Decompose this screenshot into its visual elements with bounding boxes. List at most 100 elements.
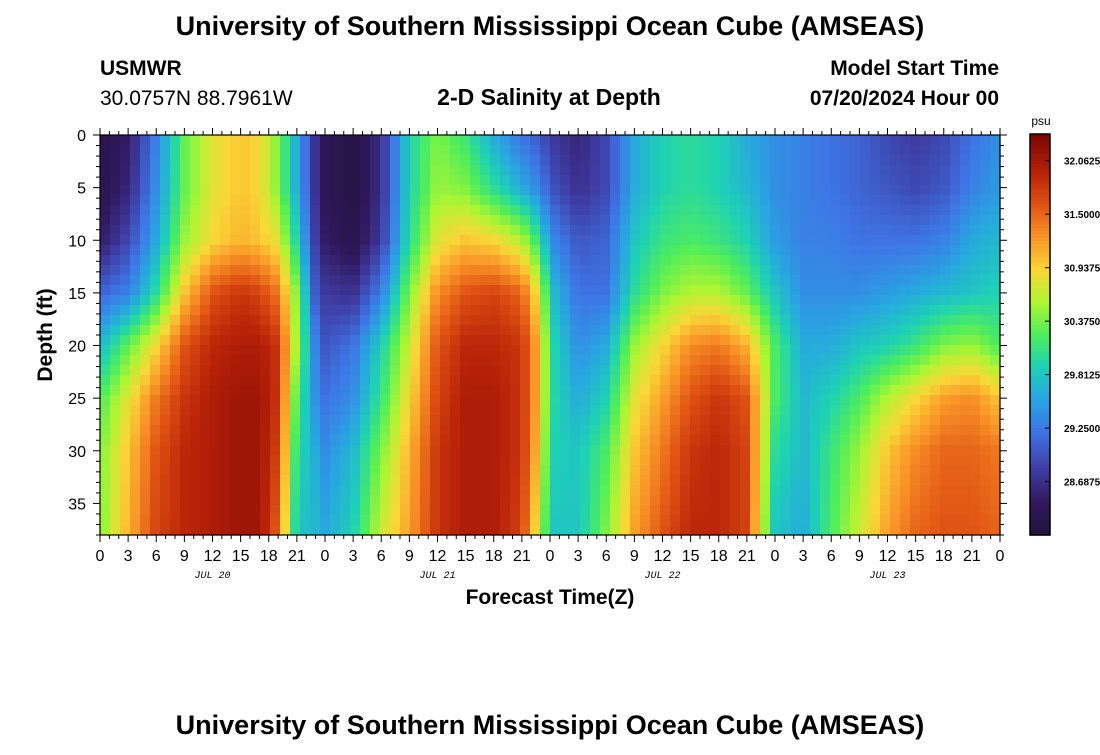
heatmap-cell [740,395,751,406]
heatmap-cell [520,405,531,416]
colorbar-segment [1030,194,1050,199]
heatmap-cell [580,425,591,436]
heatmap-cell [550,485,561,496]
heatmap-cell [950,375,961,386]
heatmap-cell [410,295,421,306]
heatmap-cell [990,525,1001,536]
heatmap-cell [580,135,591,146]
heatmap-cell [270,435,281,446]
heatmap-cell [640,495,651,506]
heatmap-cell [360,195,371,206]
heatmap-cell [250,485,261,496]
heatmap-cell [980,325,991,336]
heatmap-cell [440,345,451,356]
heatmap-cell [410,255,421,266]
heatmap-cell [750,385,761,396]
colorbar-segment [1030,207,1050,212]
heatmap-cell [960,285,971,296]
heatmap-cell [150,195,161,206]
heatmap-cell [170,195,181,206]
heatmap-cell [590,445,601,456]
heatmap-cell [130,285,141,296]
heatmap-cell [180,135,191,146]
heatmap-cell [390,305,401,316]
heatmap-cell [260,475,271,486]
heatmap-cell [830,525,841,536]
heatmap-cell [430,495,441,506]
heatmap-cell [190,485,201,496]
heatmap-cell [280,145,291,156]
heatmap-cell [200,155,211,166]
heatmap-cell [240,475,251,486]
colorbar-segment [1030,344,1050,349]
heatmap-cell [390,355,401,366]
colorbar-segment [1030,250,1050,255]
heatmap-cell [880,405,891,416]
heatmap-cell [120,495,131,506]
colorbar-segment [1030,224,1050,229]
heatmap-cell [350,365,361,376]
heatmap-cell [670,215,681,226]
heatmap-cell [500,485,511,496]
heatmap-cell [680,485,691,496]
heatmap-cell [630,415,641,426]
heatmap-cell [610,475,621,486]
heatmap-cell [410,455,421,466]
heatmap-cell [420,385,431,396]
x-tick-label: 9 [180,548,189,565]
heatmap-cell [910,415,921,426]
heatmap-cell [720,435,731,446]
heatmap-cell [980,275,991,286]
heatmap-cell [830,385,841,396]
heatmap-cell [750,475,761,486]
heatmap-cell [380,305,391,316]
heatmap-cell [420,405,431,416]
heatmap-cell [920,155,931,166]
heatmap-cell [820,245,831,256]
heatmap-cell [800,305,811,316]
heatmap-cell [580,165,591,176]
heatmap-cell [390,275,401,286]
heatmap-cell [310,375,321,386]
heatmap-cell [770,365,781,376]
heatmap-cell [850,435,861,446]
heatmap-cell [270,135,281,146]
heatmap-cell [410,425,421,436]
heatmap-cell [680,345,691,356]
heatmap-cell [740,135,751,146]
heatmap-cell [950,225,961,236]
heatmap-cell [100,325,111,336]
heatmap-cell [710,325,721,336]
heatmap-cell [160,205,171,216]
heatmap-cell [460,435,471,446]
colorbar-segment [1030,458,1050,463]
heatmap-cell [650,495,661,506]
heatmap-cell [460,505,471,516]
heatmap-cell [170,255,181,266]
heatmap-cell [920,315,931,326]
heatmap-cell [390,255,401,266]
heatmap-cell [950,275,961,286]
heatmap-cell [760,295,771,306]
heatmap-cell [250,375,261,386]
heatmap-cell [820,395,831,406]
heatmap-cell [510,425,521,436]
heatmap-cell [210,265,221,276]
heatmap-cell [950,265,961,276]
heatmap-cell [800,475,811,486]
heatmap-cell [230,165,241,176]
heatmap-cell [350,245,361,256]
heatmap-cell [800,525,811,536]
heatmap-cell [560,145,571,156]
heatmap-cell [460,415,471,426]
heatmap-cell [290,455,301,466]
heatmap-cell [440,165,451,176]
heatmap-cell [110,435,121,446]
heatmap-cell [100,155,111,166]
heatmap-cell [530,245,541,256]
heatmap-cell [500,185,511,196]
heatmap-cell [590,235,601,246]
heatmap-cell [450,185,461,196]
x-tick-label: 3 [124,548,133,565]
heatmap-cell [180,525,191,536]
